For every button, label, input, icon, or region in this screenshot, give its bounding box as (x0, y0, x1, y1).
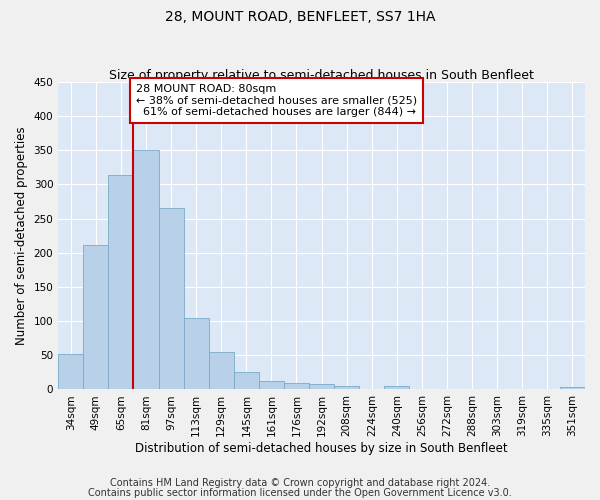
Bar (158, 208, 184, 390)
Bar (309, 384, 334, 390)
X-axis label: Distribution of semi-detached houses by size in South Benfleet: Distribution of semi-detached houses by … (135, 442, 508, 455)
Bar (209, 352, 234, 390)
Text: 28, MOUNT ROAD, BENFLEET, SS7 1HA: 28, MOUNT ROAD, BENFLEET, SS7 1HA (165, 10, 435, 24)
Bar (385, 386, 409, 390)
Bar (234, 372, 259, 390)
Y-axis label: Number of semi-detached properties: Number of semi-detached properties (15, 126, 28, 345)
Title: Size of property relative to semi-detached houses in South Benfleet: Size of property relative to semi-detach… (109, 69, 534, 82)
Bar (58, 354, 83, 390)
Bar (109, 175, 133, 390)
Bar (133, 150, 158, 390)
Bar (184, 318, 209, 390)
Text: Contains public sector information licensed under the Open Government Licence v3: Contains public sector information licen… (88, 488, 512, 498)
Bar (284, 382, 309, 390)
Bar (560, 386, 585, 390)
Text: Contains HM Land Registry data © Crown copyright and database right 2024.: Contains HM Land Registry data © Crown c… (110, 478, 490, 488)
Bar (83, 244, 109, 390)
Bar (259, 382, 284, 390)
Bar (334, 386, 359, 390)
Text: 28 MOUNT ROAD: 80sqm
← 38% of semi-detached houses are smaller (525)
  61% of se: 28 MOUNT ROAD: 80sqm ← 38% of semi-detac… (136, 84, 417, 117)
